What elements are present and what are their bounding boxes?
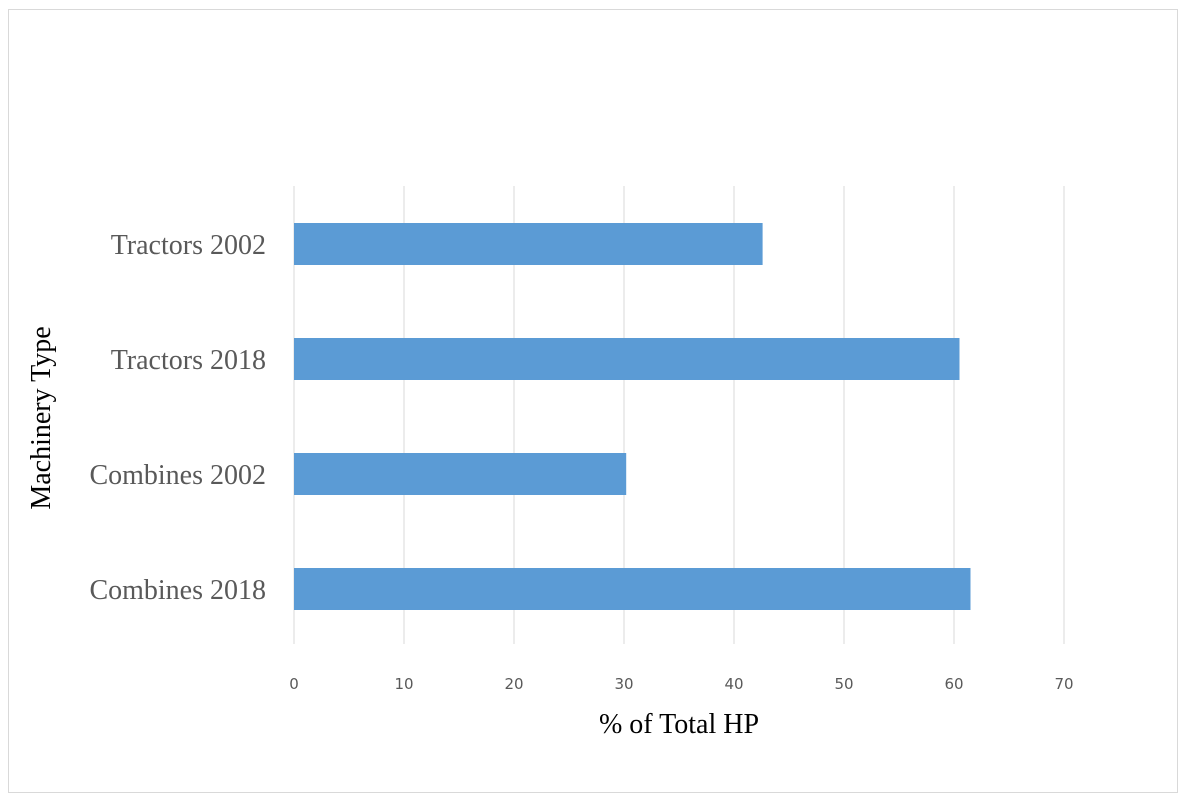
bars	[294, 223, 971, 610]
bar	[294, 338, 960, 380]
category-labels: Tractors 2002 Tractors 2018 Combines 2002 C…	[89, 230, 266, 606]
bar	[294, 223, 763, 265]
x-tick-label: 60	[944, 675, 963, 693]
bar	[294, 568, 971, 610]
x-tick-label: 40	[724, 675, 743, 693]
x-tick-labels: 0 10 20 30 40 50 60 70	[289, 675, 1073, 693]
bar	[294, 453, 627, 495]
x-tick-label: 50	[834, 675, 853, 693]
category-label: Tractors 2018	[111, 345, 266, 376]
x-tick-label: 20	[504, 675, 523, 693]
category-label: Tractors 2002	[111, 230, 266, 261]
x-tick-label: 10	[394, 675, 413, 693]
y-axis-title: Machinery Type	[26, 326, 57, 509]
x-tick-label: 30	[614, 675, 633, 693]
chart-frame	[8, 9, 1178, 793]
category-label: Combines 2002	[89, 460, 266, 491]
x-tick-label: 0	[289, 675, 299, 693]
x-axis-title: % of Total HP	[599, 709, 759, 740]
x-tick-label: 70	[1054, 675, 1073, 693]
category-label: Combines 2018	[89, 575, 266, 606]
